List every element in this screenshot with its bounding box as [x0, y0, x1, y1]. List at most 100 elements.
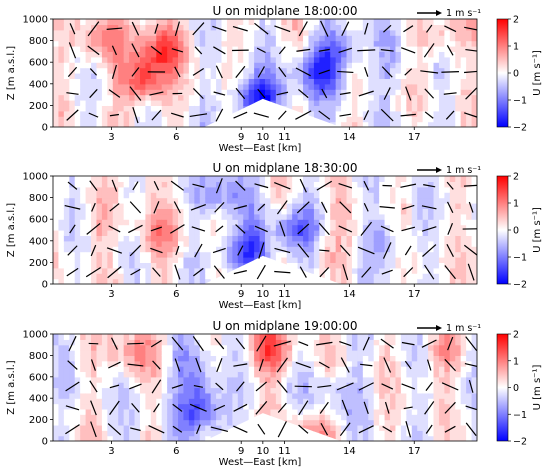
wind-vector	[337, 70, 354, 74]
wind-vector	[254, 22, 269, 35]
wind-vector	[421, 205, 437, 210]
plot-frame	[52, 333, 478, 442]
wind-vector	[424, 111, 434, 119]
wind-vector	[444, 358, 456, 372]
wind-vector	[277, 402, 287, 413]
wind-vector	[424, 401, 435, 415]
quiver-key-label: 1 m s⁻¹	[446, 165, 481, 176]
y-tick-label: 600	[29, 215, 48, 226]
wind-vector	[380, 338, 394, 349]
quiver-key-label: 1 m s⁻¹	[446, 323, 481, 334]
colorbar-label: U [m s⁻¹]	[532, 50, 543, 96]
wind-vector	[341, 399, 349, 416]
wind-vector	[297, 223, 310, 235]
wind-vector	[363, 202, 369, 212]
wind-vector	[189, 113, 208, 118]
wind-vector	[235, 224, 246, 234]
wind-vector	[153, 180, 160, 191]
wind-vector	[255, 381, 268, 392]
wind-vector	[421, 339, 437, 348]
wind-vector	[463, 184, 477, 187]
wind-vector	[174, 21, 180, 37]
wind-vector	[405, 86, 412, 101]
wind-vector	[108, 361, 121, 369]
y-tick-label: 200	[29, 258, 48, 269]
colorbar-tick-label: −2	[513, 123, 527, 134]
wind-vector	[90, 400, 97, 416]
wind-vector	[233, 403, 248, 412]
wind-vector	[341, 21, 350, 37]
wind-vector	[298, 424, 309, 434]
wind-vector	[384, 401, 390, 414]
wind-vector	[299, 266, 307, 278]
quiver-key-head	[436, 167, 442, 173]
wind-vector	[171, 48, 184, 53]
wind-vector	[465, 87, 477, 100]
wind-vector	[233, 270, 247, 275]
wind-vector	[339, 113, 352, 117]
wind-vector	[111, 64, 117, 79]
wind-vector	[255, 400, 268, 415]
wind-vector	[189, 403, 207, 412]
wind-vector	[464, 70, 477, 74]
wind-vector	[90, 244, 97, 257]
wind-vector	[129, 244, 142, 257]
wind-vector	[464, 26, 477, 31]
colorbar	[496, 333, 509, 442]
x-tick-label: 17	[408, 132, 421, 143]
wind-vector	[320, 422, 329, 436]
wind-vector	[274, 25, 291, 33]
wind-vector	[363, 180, 370, 191]
wind-vector	[233, 205, 248, 210]
wind-vector	[426, 359, 432, 371]
wind-vector	[131, 21, 140, 36]
y-tick-label: 800	[29, 351, 48, 362]
wind-vector	[296, 201, 310, 214]
wind-vector	[278, 66, 287, 78]
wind-vector	[233, 111, 248, 119]
wind-vector	[276, 379, 288, 393]
wind-vector	[298, 341, 309, 347]
plot-frame	[52, 175, 478, 285]
wind-vector	[213, 404, 226, 411]
wind-vector	[235, 180, 246, 191]
wind-vector	[152, 267, 161, 277]
x-tick-label: 3	[108, 132, 114, 143]
wind-vector	[67, 360, 78, 370]
x-tick-label: 10	[256, 289, 269, 300]
wind-vector	[110, 337, 118, 350]
wind-vector	[441, 71, 459, 73]
wind-vector	[89, 380, 98, 393]
wind-vector	[193, 384, 203, 388]
wind-vector	[340, 357, 350, 373]
wind-vector	[401, 204, 415, 210]
wind-vector	[68, 335, 77, 352]
wind-vector	[233, 425, 248, 433]
wind-vector	[423, 184, 436, 188]
wind-vector	[401, 341, 415, 346]
wind-vector	[276, 91, 289, 96]
wind-vector	[150, 45, 163, 55]
wind-vector	[192, 87, 204, 100]
wind-vector	[236, 381, 245, 392]
y-tick-label: 800	[29, 36, 48, 47]
wind-vector	[467, 263, 475, 281]
wind-vector	[65, 424, 80, 435]
wind-vector	[338, 182, 353, 189]
wind-vector	[172, 403, 183, 412]
wind-vector	[321, 201, 328, 213]
colorbar-tick-label: 0	[513, 383, 519, 394]
wind-vector	[464, 112, 477, 118]
x-tick-label: 6	[173, 132, 179, 143]
wind-vector	[319, 249, 330, 252]
wind-vector	[192, 22, 205, 36]
wind-vector	[66, 109, 79, 121]
wind-vector	[446, 243, 454, 258]
x-tick-label: 11	[278, 132, 291, 143]
x-tick-label: 6	[173, 446, 179, 457]
wind-vector	[277, 421, 287, 438]
wind-vector	[424, 264, 435, 280]
wind-vector	[127, 342, 144, 345]
chart-title: U on midplane 18:30:00	[212, 161, 357, 175]
